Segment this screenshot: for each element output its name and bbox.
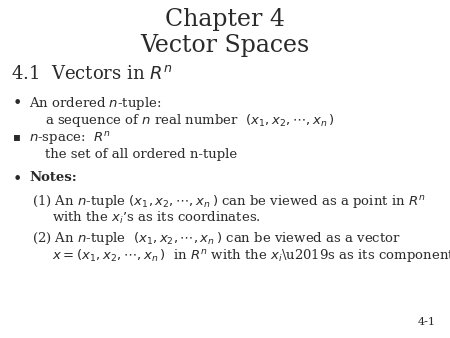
Text: 4-1: 4-1 <box>418 317 436 327</box>
Text: An ordered $n$-tuple:: An ordered $n$-tuple: <box>29 95 162 112</box>
Text: (2) An $n$-tuple  $(x_1, x_2, \cdots, x_n\,)$ can be viewed as a vector: (2) An $n$-tuple $(x_1, x_2, \cdots, x_n… <box>32 230 401 247</box>
Text: •: • <box>13 95 22 112</box>
Text: with the $x_i$’s as its coordinates.: with the $x_i$’s as its coordinates. <box>52 210 261 226</box>
Text: (1) An $n$-tuple $(x_1, x_2, \cdots, x_n\,)$ can be viewed as a point in $R^{n}$: (1) An $n$-tuple $(x_1, x_2, \cdots, x_n… <box>32 193 426 210</box>
Text: Notes:: Notes: <box>29 171 77 184</box>
Text: $x = (x_1, x_2, \cdots, x_n\,)$  in $R^{n}$ with the $x_i$\u2019s as its compone: $x = (x_1, x_2, \cdots, x_n\,)$ in $R^{n… <box>52 247 450 264</box>
Text: •: • <box>13 171 22 188</box>
Text: Vector Spaces: Vector Spaces <box>140 34 310 57</box>
Text: Chapter 4: Chapter 4 <box>165 8 285 31</box>
Text: $n$-space:  $R^{n}$: $n$-space: $R^{n}$ <box>29 130 111 147</box>
Text: a sequence of $n$ real number  $(x_1, x_2, \cdots, x_n\,)$: a sequence of $n$ real number $(x_1, x_2… <box>45 112 335 128</box>
Text: ▪: ▪ <box>13 130 21 143</box>
Text: the set of all ordered n-tuple: the set of all ordered n-tuple <box>45 148 237 161</box>
Text: 4.1  Vectors in $R^{n}$: 4.1 Vectors in $R^{n}$ <box>11 65 173 83</box>
